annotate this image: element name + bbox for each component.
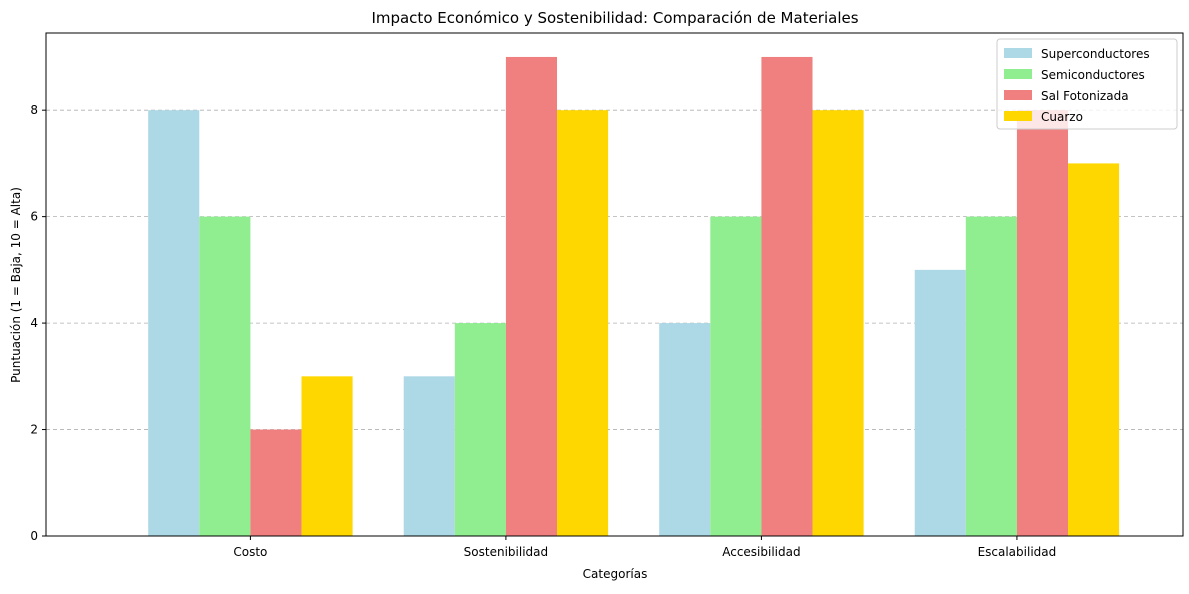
y-tick-label: 8 — [30, 103, 38, 117]
x-tick-label: Accesibilidad — [722, 545, 800, 559]
bar — [1068, 163, 1120, 536]
bars — [148, 56, 1120, 536]
x-axis-label: Categorías — [583, 567, 648, 581]
y-axis: 0 2 4 6 8 — [30, 103, 46, 543]
legend-label: Superconductores — [1041, 47, 1150, 61]
y-tick-label: 0 — [30, 529, 38, 543]
bar — [454, 323, 506, 536]
legend: Superconductores Semiconductores Sal Foton… — [996, 38, 1178, 130]
bar — [761, 56, 813, 536]
y-axis-label: Puntuación (1 = Baja, 10 = Alta) — [9, 187, 23, 383]
chart-title: Impacto Económico y Sostenibilidad: Comp… — [371, 9, 858, 27]
bar — [965, 216, 1017, 536]
bar — [199, 216, 251, 536]
bar — [301, 376, 353, 536]
legend-swatch — [1004, 48, 1032, 58]
bar — [812, 110, 864, 536]
bar — [1016, 110, 1069, 536]
bar — [659, 323, 711, 536]
bar — [557, 110, 609, 536]
bar — [148, 110, 200, 536]
x-tick-label: Costo — [233, 545, 267, 559]
legend-box — [996, 38, 1178, 130]
legend-label: Semiconductores — [1041, 68, 1145, 82]
bar — [914, 269, 966, 536]
legend-swatch — [1004, 69, 1032, 79]
legend-swatch — [1004, 90, 1032, 100]
bar — [710, 216, 762, 536]
legend-swatch — [1004, 111, 1032, 121]
bar — [250, 429, 302, 536]
y-tick-label: 4 — [30, 316, 38, 330]
x-tick-label: Escalabilidad — [978, 545, 1057, 559]
plot-frame — [45, 32, 1184, 537]
legend-label: Cuarzo — [1041, 110, 1083, 124]
y-tick-label: 6 — [30, 210, 38, 224]
legend-label: Sal Fotonizada — [1041, 89, 1129, 103]
y-tick-label: 2 — [30, 423, 38, 437]
x-axis: Costo Sostenibilidad Accesibilidad Escalabi… — [233, 536, 1056, 559]
bar — [403, 376, 455, 536]
bar — [505, 56, 558, 536]
x-tick-label: Sostenibilidad — [464, 545, 548, 559]
